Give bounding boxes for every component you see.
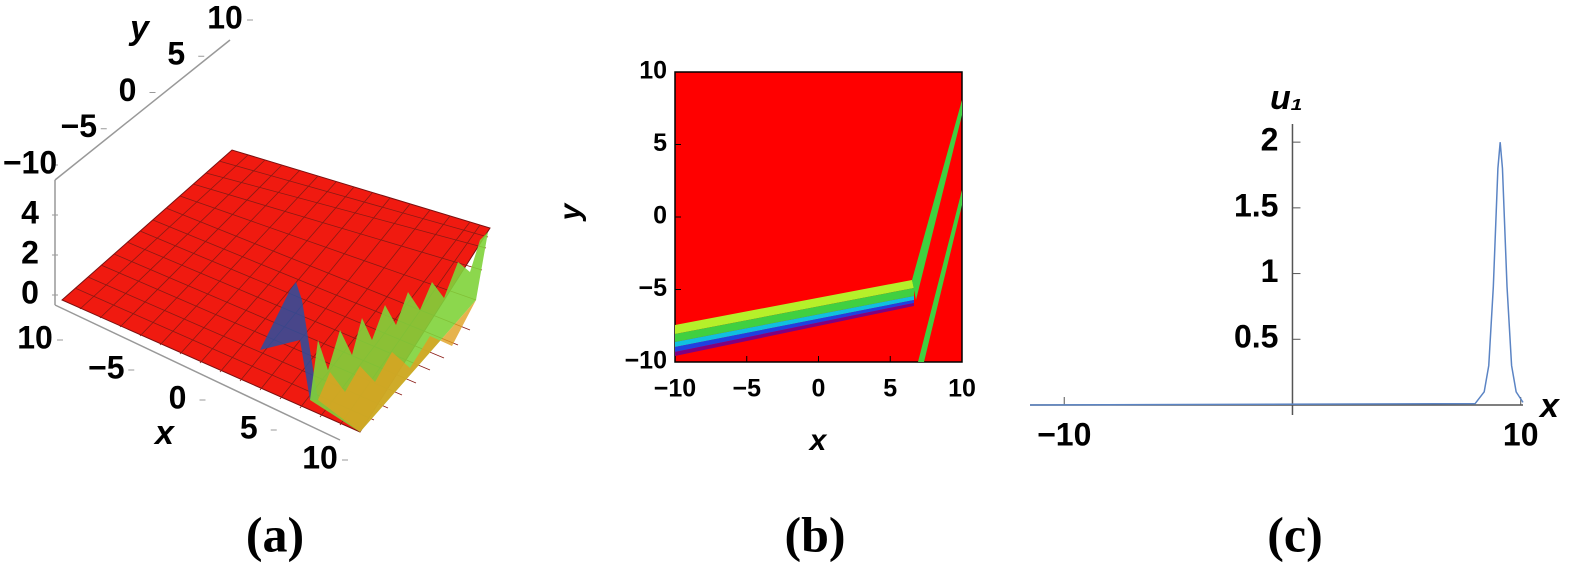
tick-label: −10 [3, 144, 57, 180]
x-tick-label: 10 [948, 375, 976, 403]
panel-caption: (b) [784, 506, 845, 562]
x-tick-label: −10 [654, 375, 696, 403]
y-tick-label: −5 [638, 274, 667, 302]
x-tick-label: 10 [1503, 416, 1539, 452]
x-axis-label: x [1538, 387, 1561, 425]
y-tick-label: 1.5 [1234, 187, 1278, 223]
tick-label: 2 [21, 234, 39, 270]
x-tick-label: −5 [732, 375, 761, 403]
x-axis-label: x [153, 414, 176, 452]
panel-caption: (a) [246, 506, 304, 562]
x-axis-label: x [808, 424, 828, 457]
y-axis-label: y [128, 9, 151, 47]
y-axis-label: u₁ [1270, 79, 1303, 117]
tick-label: 10 [302, 439, 338, 475]
tick-label: 10 [17, 319, 53, 355]
surface [61, 149, 491, 433]
y-tick-label: 2 [1261, 122, 1279, 158]
tick-label: −5 [88, 349, 124, 385]
y-tick-label: 0 [653, 202, 667, 230]
x-tick-label: −10 [1037, 416, 1091, 452]
tick-label: 0 [169, 379, 187, 415]
x-tick-label: 5 [883, 375, 897, 403]
tick-label: 0 [119, 72, 137, 108]
y-tick-label: 1 [1261, 253, 1279, 289]
surface-box [54, 39, 341, 441]
contour [674, 71, 963, 363]
y-tick-label: 0.5 [1234, 319, 1278, 355]
tick-label: 10 [207, 0, 243, 35]
tick-label: 0 [21, 274, 39, 310]
y-axis-label: y [554, 202, 587, 222]
data-line [1029, 142, 1524, 406]
y-tick-label: −10 [625, 347, 667, 375]
y-tick-label: 10 [639, 57, 667, 85]
x-tick-label: 0 [812, 375, 826, 403]
tick-label: 5 [167, 36, 185, 72]
panel-caption: (c) [1267, 506, 1323, 562]
y-tick-label: 5 [653, 129, 667, 157]
tick-label: −5 [61, 108, 97, 144]
tick-label: 5 [240, 409, 258, 445]
tick-label: 4 [21, 194, 39, 230]
